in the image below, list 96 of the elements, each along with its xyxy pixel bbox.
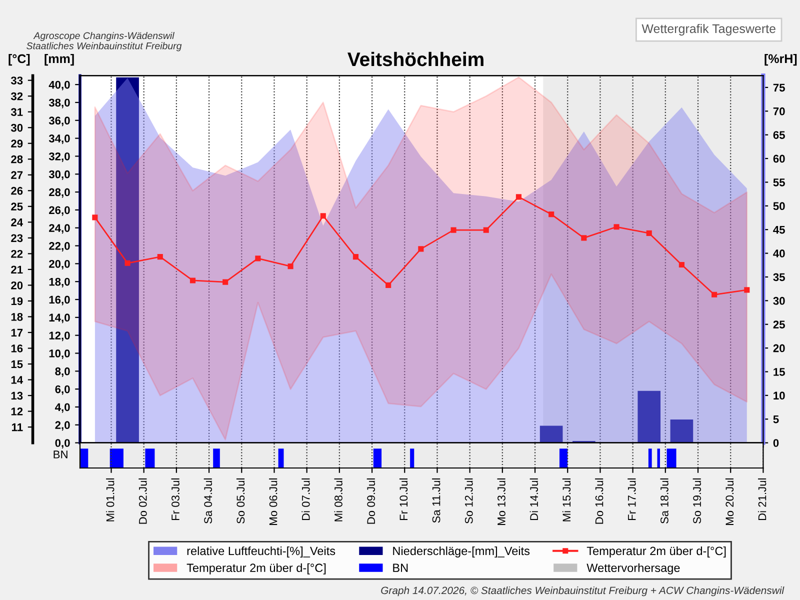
y2-tick-label: 35 — [773, 273, 785, 282]
y-axis-title: BN — [54, 450, 68, 458]
y2-tick-label: 10 — [774, 392, 785, 400]
y-tick-label: 26,0 — [49, 206, 70, 216]
y3-tick-label: 29 — [11, 140, 23, 148]
x-tick-label: Do 16.Jul — [595, 478, 604, 524]
x-tick-label: Mo 20.Jul — [725, 478, 734, 525]
y3-tick-label: 16 — [11, 344, 23, 352]
y3-tick-label: 18 — [11, 312, 23, 321]
y2-tick-label: 5 — [773, 415, 779, 424]
x-tick-label: Mi 08.Jul — [334, 478, 342, 522]
x-tick-label: Sa 18.Jul — [660, 478, 668, 524]
y-tick-label: 30,0 — [48, 170, 70, 180]
legend-label: relative Luftfeuchti-[%]_Veits — [187, 546, 336, 558]
text: Agroscope Changins-Wädenswil — [33, 32, 174, 42]
x-tick-label: So 12.Jul — [464, 478, 473, 524]
y-tick-label: 38,0 — [48, 98, 70, 108]
legend-label: Niederschläge-[mm]_Veits — [393, 546, 530, 558]
y-tick-label: 6,0 — [55, 385, 70, 395]
y-tick-label: 18,0 — [49, 278, 70, 288]
y2-tick-label: 40 — [773, 250, 785, 258]
x-tick-label: Di 21.Jul — [758, 478, 766, 520]
y3-tick-label: 31 — [10, 108, 23, 116]
legend-label: Temperatur 2m über d-[°C] — [586, 546, 726, 558]
y-tick-label: 4,0 — [55, 403, 70, 413]
y3-tick-label: 24 — [11, 218, 23, 226]
y3-tick-label: 30 — [10, 124, 23, 132]
y2-axis-title: [%rH] — [764, 54, 797, 66]
y-axis-title: [mm] — [44, 54, 74, 66]
y-tick-label: 20,0 — [49, 260, 70, 270]
caption: Graph 14.07.2026, © Staatliches Weinbauinstitut Freiburg + ACW Changins-Wädenswil — [381, 586, 784, 596]
chart-title: Veitshöchheim — [348, 52, 484, 66]
y2-tick-label: 0 — [773, 439, 779, 447]
x-tick-label: Di 14.Jul — [530, 478, 538, 520]
y-tick-label: 0,0 — [55, 439, 70, 449]
y-tick-label: 34,0 — [48, 134, 70, 144]
x-tick-label: Mo 13.Jul — [497, 478, 506, 525]
y-tick-label: 40,0 — [48, 80, 70, 90]
text: Wettergrafik Tageswerte — [642, 24, 776, 36]
y3-tick-label: 11 — [12, 423, 23, 432]
x-tick-label: So 05.Jul — [236, 478, 245, 524]
y3-tick-label: 32 — [10, 92, 23, 100]
y3-tick-label: 33 — [10, 76, 23, 84]
y3-tick-label: 23 — [11, 234, 23, 242]
y2-tick-label: 45 — [773, 226, 785, 234]
y-tick-label: 12,0 — [49, 332, 70, 342]
y-tick-label: 32,0 — [48, 152, 70, 162]
y-tick-label: 22,0 — [49, 242, 70, 252]
y3-tick-label: 17 — [11, 328, 23, 337]
x-tick-label: Do 02.Jul — [138, 478, 147, 524]
y3-tick-label: 14 — [11, 376, 23, 384]
x-tick-label: Do 09.Jul — [366, 478, 376, 524]
y3-tick-label: 21 — [11, 266, 23, 274]
y3-tick-label: 19 — [11, 297, 23, 306]
y3-tick-label: 13 — [11, 392, 23, 400]
y2-tick-label: 65 — [773, 131, 785, 139]
y2-tick-label: 60 — [773, 154, 785, 163]
x-tick-label: Fr 10.Jul — [399, 478, 408, 520]
x-tick-label: Di 07.Jul — [302, 478, 310, 520]
y2-tick-label: 30 — [773, 296, 785, 305]
y3-tick-label: 26 — [11, 186, 23, 195]
y2-tick-label: 55 — [773, 178, 785, 186]
y-tick-label: 28,0 — [49, 188, 70, 198]
y3-tick-label: 28 — [11, 155, 23, 164]
y2-tick-label: 70 — [773, 107, 785, 116]
x-tick-label: Mo 06.Jul — [269, 478, 278, 525]
y-tick-label: 24,0 — [49, 224, 70, 234]
y-tick-label: 36,0 — [48, 116, 70, 126]
y-tick-label: 14,0 — [49, 314, 70, 324]
y3-tick-label: 22 — [11, 250, 23, 258]
x-tick-label: Fr 17.Jul — [628, 478, 636, 520]
y-tick-label: 2,0 — [55, 421, 70, 431]
x-tick-label: So 19.Jul — [692, 478, 701, 524]
legend-label: BN — [393, 564, 408, 572]
x-tick-label: Sa 04.Jul — [204, 478, 212, 524]
x-tick-label: Mi 15.Jul — [562, 478, 571, 522]
y-tick-label: 8,0 — [55, 367, 70, 377]
y2-tick-label: 20 — [773, 344, 785, 352]
y3-tick-label: 27 — [11, 171, 23, 179]
y2-tick-label: 75 — [773, 84, 785, 92]
y2-tick-label: 15 — [774, 368, 785, 376]
y3-tick-label: 20 — [11, 281, 23, 290]
y3-axis-title: [°C] — [8, 54, 30, 66]
y3-tick-label: 12 — [11, 408, 23, 416]
y-tick-label: 10,0 — [49, 350, 70, 359]
y2-tick-label: 25 — [773, 320, 785, 328]
x-tick-label: Sa 11.Jul — [432, 478, 440, 523]
y3-tick-label: 25 — [11, 202, 23, 211]
legend-label: Wettervorhersage — [586, 563, 680, 574]
x-tick-label: Mi 01.Jul — [106, 478, 114, 522]
text: Temperatur 2m über d-[°C] — [186, 563, 326, 574]
y-tick-label: 16,0 — [49, 296, 70, 306]
y3-tick-label: 15 — [11, 360, 23, 368]
text: Staatliches Weinbauinstitut Freiburg — [26, 42, 182, 52]
x-tick-label: Fr 03.Jul — [171, 478, 180, 520]
y2-tick-label: 50 — [773, 202, 785, 210]
